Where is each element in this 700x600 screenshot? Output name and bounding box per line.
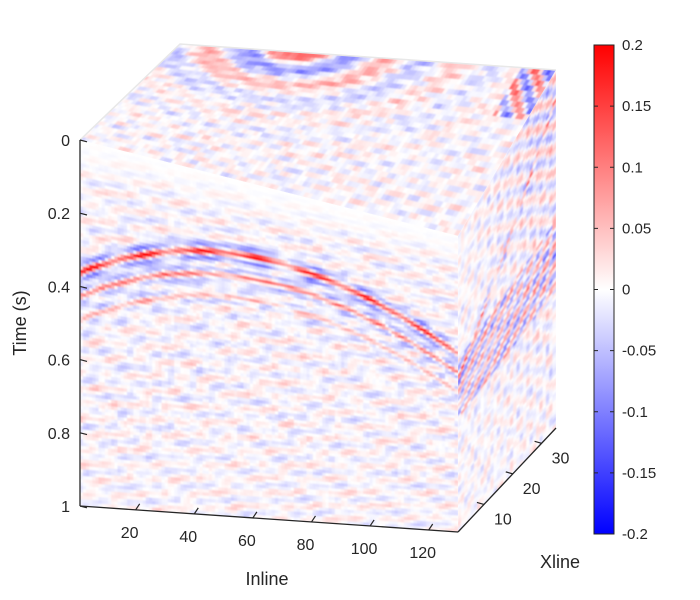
- xline-axis-title: Xline: [540, 552, 580, 572]
- time-tick-label: 0: [61, 133, 70, 150]
- xline-tick: [534, 440, 542, 444]
- inline-tick: [310, 515, 316, 523]
- colorbar-tick-label: -0.15: [622, 465, 656, 482]
- inline-tick: [193, 507, 199, 515]
- xline-axis: 10 20 30: [457, 427, 570, 533]
- colorbar-tick-label: -0.05: [622, 343, 656, 360]
- inline-tick-label: 80: [297, 537, 315, 554]
- inline-tick: [135, 503, 141, 511]
- inline-tick: [428, 523, 434, 531]
- cube-edges: [79, 43, 557, 141]
- xline-tick: [505, 471, 513, 475]
- inline-tick: [369, 519, 375, 527]
- inline-axis: 20 40 60 80 100 120: [79, 503, 459, 562]
- inline-tick-label: 40: [179, 529, 197, 546]
- xline-tick-label: 30: [552, 450, 570, 467]
- cube-top-face: [80, 44, 556, 236]
- time-tick: [79, 359, 88, 362]
- colorbar-tick-label: 0.2: [622, 37, 643, 54]
- cube-right-face: [458, 70, 556, 532]
- inline-tick-label: 100: [351, 541, 378, 558]
- time-tick-label: 1: [61, 499, 70, 516]
- time-tick: [79, 432, 88, 436]
- cube-front-face: [80, 140, 458, 532]
- colorbar-tick-label: 0.1: [622, 159, 643, 176]
- inline-tick-label: 120: [409, 545, 436, 562]
- xline-tick: [476, 501, 485, 506]
- time-tick: [79, 285, 88, 289]
- xline-tick-label: 20: [523, 481, 541, 498]
- inline-axis-title: Inline: [245, 569, 288, 589]
- time-tick-label: 0.2: [48, 206, 70, 223]
- time-tick-label: 0.6: [48, 353, 70, 370]
- inline-tick-label: 20: [121, 525, 139, 542]
- time-tick-label: 0.4: [48, 279, 70, 296]
- colorbar-tick-label: -0.2: [622, 526, 648, 543]
- time-tick: [79, 139, 88, 143]
- colorbar: 0.2 0.15 0.1 0.05 0 -0.05 -0.1 -0.15 -0.2: [593, 37, 656, 543]
- colorbar-tick-label: 0.15: [622, 98, 651, 115]
- colorbar-tick-label: 0: [622, 282, 630, 299]
- time-axis-title: Time (s): [10, 290, 30, 355]
- time-tick-label: 0.8: [48, 426, 70, 443]
- xline-tick-label: 10: [494, 511, 512, 528]
- time-axis: 0 0.2 0.4 0.6 0.8 1: [48, 133, 88, 516]
- inline-tick: [252, 511, 258, 519]
- time-tick: [79, 212, 88, 216]
- colorbar-tick-label: 0.05: [622, 220, 651, 237]
- colorbar-tick-label: -0.1: [622, 404, 648, 421]
- inline-tick-label: 60: [238, 533, 256, 550]
